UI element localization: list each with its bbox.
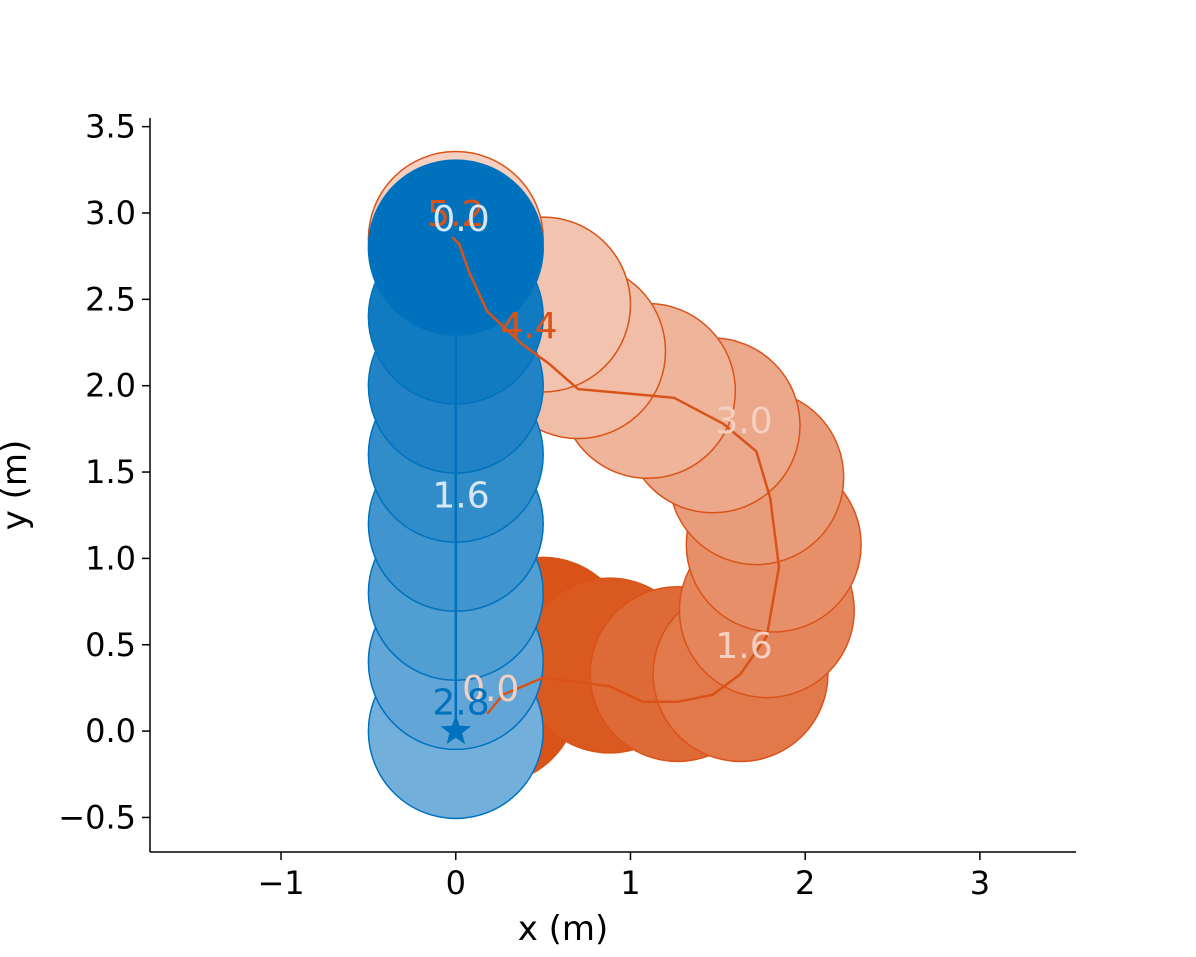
x-tick-label: −1 — [257, 864, 304, 902]
x-axis-title: x (m) — [518, 909, 609, 949]
x-tick-label: 0 — [446, 864, 466, 902]
y-tick-label: 3.5 — [85, 108, 136, 146]
x-tick-label: 2 — [795, 864, 815, 902]
time-label: 0.0 — [462, 669, 519, 710]
y-tick-label: 1.0 — [85, 539, 136, 577]
x-tick-label: 1 — [620, 864, 640, 902]
time-label: 1.6 — [715, 626, 772, 667]
y-tick-label: 3.0 — [85, 194, 136, 232]
path-layer — [451, 236, 781, 732]
y-axis-title: y (m) — [0, 440, 35, 531]
y-tick-label: 2.5 — [85, 280, 136, 318]
y-tick-label: 0.5 — [85, 626, 136, 664]
start-star-icon — [440, 715, 471, 745]
time-label: 3.0 — [715, 401, 772, 442]
axes: −1 0 1 2 3 −0.5 0.0 0.5 1.0 1.5 2.0 2.5 3.0 3.5 — [58, 108, 1076, 902]
goal-star-icon — [442, 199, 470, 225]
time-label: 1.6 — [432, 476, 489, 517]
y-tick-label: −0.5 — [58, 798, 136, 836]
y-tick-label: 0.0 — [85, 712, 136, 750]
x-tick-label: 3 — [970, 864, 990, 902]
time-label: 4.4 — [500, 306, 557, 347]
marker-layer — [440, 199, 471, 745]
time-label-layer: 0.0 1.6 3.0 4.4 5.2 2.8 1.6 0.0 — [427, 194, 772, 724]
time-label: 0.0 — [432, 199, 489, 240]
y-tick-label: 2.0 — [85, 367, 136, 405]
time-label: 5.2 — [427, 194, 484, 235]
trajectory-line — [451, 236, 781, 715]
time-label: 2.8 — [432, 683, 489, 724]
y-tick-label: 1.5 — [85, 453, 136, 491]
